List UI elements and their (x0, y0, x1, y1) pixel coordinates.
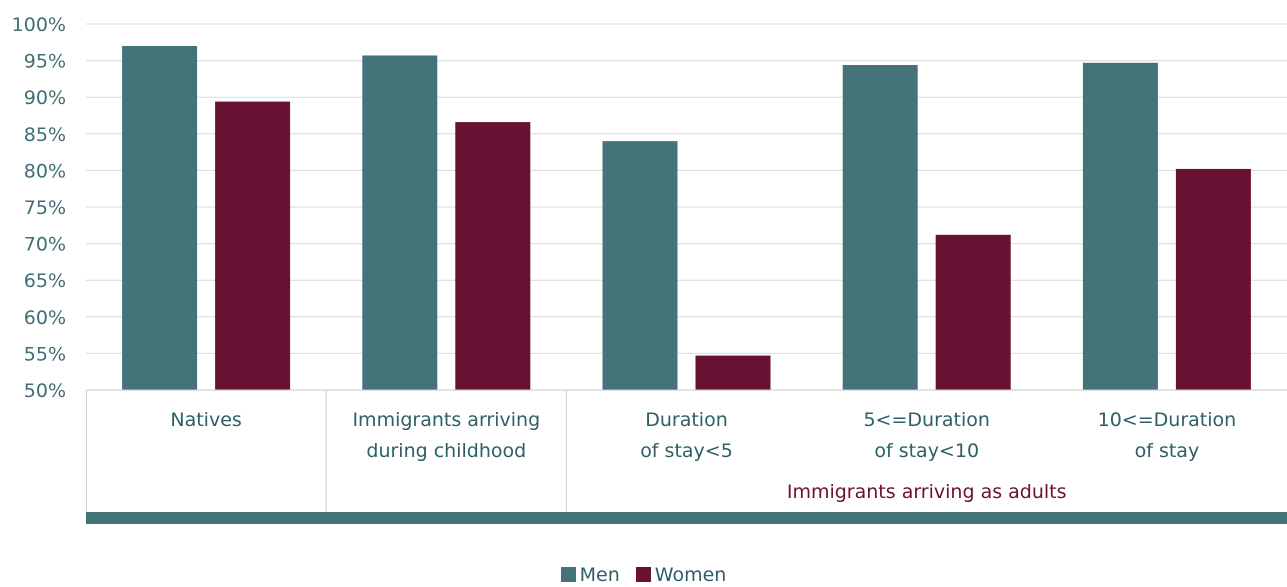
bar-women (215, 101, 291, 390)
legend-swatch-men (560, 567, 576, 582)
category-label: of stay<10 (874, 440, 979, 462)
y-tick-label: 65% (24, 270, 66, 292)
y-axis-ticks: 50% 55% 60% 65% 70% 75% 80% 85% 90% 95% 100% (12, 14, 66, 402)
category-label: Immigrants arriving (352, 409, 540, 431)
category-label: during childhood (366, 440, 526, 462)
legend-swatch-women (635, 567, 651, 582)
y-tick-label: 80% (24, 160, 66, 182)
y-tick-label: 70% (24, 234, 66, 256)
bar-chart: 50% 55% 60% 65% 70% 75% 80% 85% 90% 95% 100% Nativ… (12, 14, 1287, 524)
bar-men (362, 55, 438, 390)
bar-women (935, 234, 1011, 390)
y-tick-label: 75% (24, 197, 66, 219)
y-tick-label: 90% (24, 87, 66, 109)
bar-men (122, 45, 198, 391)
legend-label-men: Men (579, 563, 620, 586)
group-label: Immigrants arriving as adults (787, 481, 1067, 503)
legend-label-women: Women (654, 563, 727, 586)
category-label: 5<=Duration (863, 409, 989, 431)
category-label: Natives (170, 409, 241, 431)
y-tick-label: 55% (24, 343, 66, 365)
category-label: Duration (645, 409, 728, 431)
bar-women (455, 122, 531, 390)
bar-women (695, 355, 771, 390)
axis-base-band (86, 512, 1287, 524)
category-label: 10<=Duration (1098, 409, 1237, 431)
legend: Men Women (0, 562, 1287, 587)
category-label: of stay (1135, 440, 1200, 462)
legend-item-men: Men (560, 563, 620, 586)
y-tick-label: 60% (24, 307, 66, 329)
bar-women (1175, 168, 1251, 390)
bar-men (602, 141, 678, 390)
y-tick-label: 100% (12, 14, 66, 36)
bar-men (842, 64, 918, 390)
category-label: of stay<5 (640, 440, 733, 462)
y-tick-label: 85% (24, 124, 66, 146)
legend-item-women: Women (635, 563, 727, 586)
bars (122, 45, 1251, 391)
bar-men (1082, 62, 1158, 391)
category-axis: Natives Immigrants arriving during childho… (86, 389, 1287, 524)
y-tick-label: 95% (24, 51, 66, 73)
y-tick-label: 50% (24, 380, 66, 402)
